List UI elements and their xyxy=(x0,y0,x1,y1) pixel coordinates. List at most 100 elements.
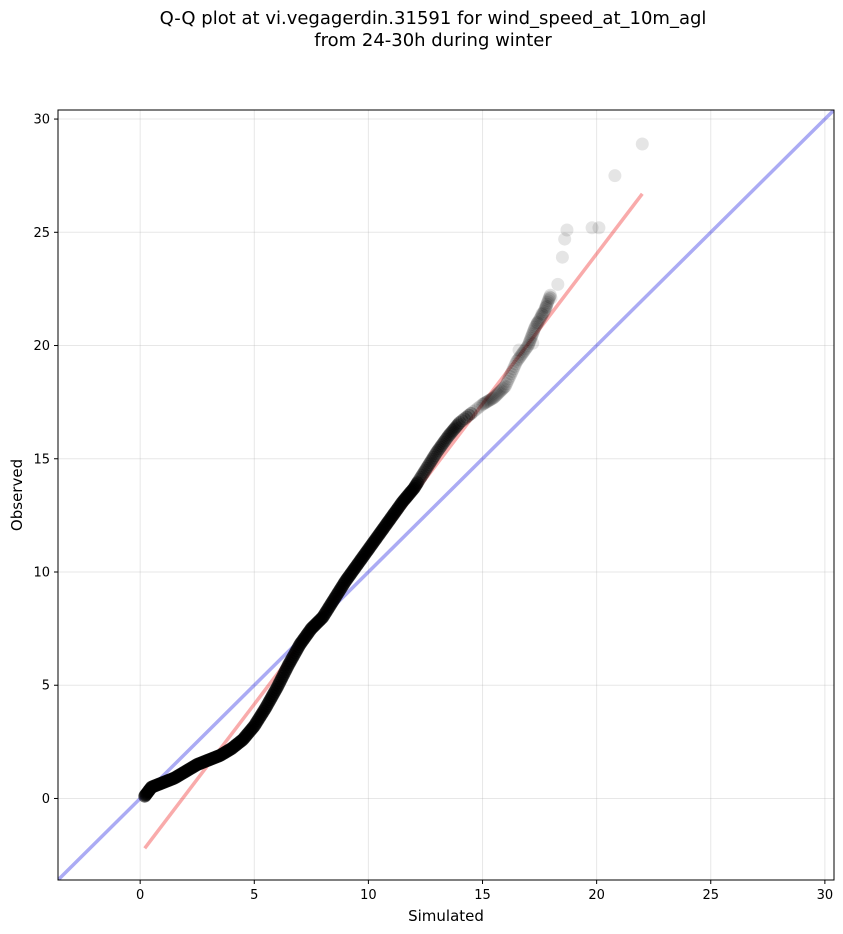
qq-point xyxy=(426,450,440,464)
qq-point xyxy=(480,395,494,409)
y-tick-label: 30 xyxy=(33,113,50,128)
chart-title: Q-Q plot at vi.vegagerdin.31591 for wind… xyxy=(0,8,843,52)
axis-ticks: 0 5 10 15 20 25 30 0 5 10 15 20 25 30 xyxy=(33,113,833,903)
identity-line xyxy=(58,110,834,880)
y-tick-label: 25 xyxy=(33,226,50,241)
qq-point xyxy=(527,322,541,336)
qq-point xyxy=(608,169,622,183)
qq-point xyxy=(436,437,450,451)
qq-point xyxy=(445,425,459,439)
qq-point xyxy=(535,308,549,322)
qq-point xyxy=(504,367,518,381)
y-tick-label: 15 xyxy=(33,452,50,467)
qq-point xyxy=(541,294,555,308)
qq-point xyxy=(420,461,434,475)
qq-point xyxy=(428,449,442,463)
qq-point xyxy=(527,324,541,338)
qq-point xyxy=(530,317,544,331)
x-tick-label: 20 xyxy=(588,888,605,903)
y-tick-label: 10 xyxy=(33,566,50,581)
qq-point xyxy=(464,406,478,420)
qq-point xyxy=(525,328,539,342)
qq-point xyxy=(477,397,491,411)
x-tick-label: 15 xyxy=(474,888,491,903)
qq-point xyxy=(446,424,460,438)
qq-point xyxy=(429,447,443,461)
qq-point xyxy=(437,435,451,449)
qq-point xyxy=(413,472,427,486)
qq-point xyxy=(506,362,520,376)
x-axis-label: Simulated xyxy=(408,907,484,925)
qq-point xyxy=(541,296,555,309)
qq-point xyxy=(441,429,455,443)
qq-point xyxy=(524,331,538,345)
y-tick-label: 5 xyxy=(42,679,50,694)
qq-point xyxy=(533,311,547,325)
qq-point xyxy=(507,359,521,373)
qq-point xyxy=(505,364,519,378)
qq-point xyxy=(543,288,557,302)
qq-point xyxy=(518,343,532,357)
qq-point xyxy=(486,391,500,405)
qq-point xyxy=(432,442,446,456)
qq-point xyxy=(460,410,474,424)
qq-point xyxy=(522,337,536,351)
x-tick-label: 10 xyxy=(360,888,377,903)
qq-point xyxy=(512,343,526,357)
qq-point xyxy=(484,393,498,407)
qq-point xyxy=(585,221,599,235)
qq-point xyxy=(528,320,542,334)
qq-point xyxy=(517,345,531,359)
qq-point xyxy=(415,469,429,483)
qq-point xyxy=(410,476,424,490)
qq-point xyxy=(450,418,464,432)
qq-point xyxy=(439,432,453,446)
qq-point xyxy=(535,307,549,321)
quantile-points xyxy=(138,137,649,803)
qq-point xyxy=(543,290,557,304)
qq-point xyxy=(422,458,436,472)
chart-title-line-1: Q-Q plot at vi.vegagerdin.31591 for wind… xyxy=(159,8,707,29)
x-tick-label: 30 xyxy=(817,888,834,903)
x-tick-label: 0 xyxy=(136,888,144,903)
qq-point xyxy=(533,312,547,326)
reference-lines xyxy=(58,110,834,880)
qq-point xyxy=(544,291,558,305)
qq-point xyxy=(416,467,430,481)
qq-point xyxy=(560,223,574,237)
qq-point xyxy=(493,385,507,399)
qq-point xyxy=(513,350,527,364)
qq-point xyxy=(539,299,553,313)
qq-point xyxy=(502,372,516,386)
qq-point xyxy=(498,379,512,393)
qq-point xyxy=(423,456,437,470)
qq-point xyxy=(425,452,439,466)
qq-point xyxy=(635,137,649,151)
y-tick-label: 0 xyxy=(42,792,50,807)
qq-point xyxy=(482,393,496,407)
qq-point xyxy=(558,232,572,246)
qq-point xyxy=(494,384,508,398)
qq-point xyxy=(471,401,485,415)
qq-point xyxy=(520,340,534,354)
qq-point xyxy=(555,250,569,264)
qq-point xyxy=(529,319,543,333)
qq-point xyxy=(466,405,480,419)
qq-point xyxy=(538,303,552,317)
qq-point xyxy=(424,454,438,468)
qq-point xyxy=(431,443,445,457)
qq-point xyxy=(444,426,458,440)
qq-point xyxy=(511,353,525,367)
qq-point xyxy=(430,445,444,459)
qq-point xyxy=(448,421,462,435)
qq-point xyxy=(438,434,452,448)
qq-point xyxy=(476,397,490,411)
qq-point xyxy=(534,309,548,323)
grid xyxy=(58,110,834,880)
qq-point xyxy=(442,428,456,442)
qq-point xyxy=(530,316,544,330)
qq-point xyxy=(539,300,553,314)
qq-point xyxy=(539,301,553,315)
x-tick-label: 25 xyxy=(702,888,719,903)
qq-point xyxy=(499,377,513,391)
